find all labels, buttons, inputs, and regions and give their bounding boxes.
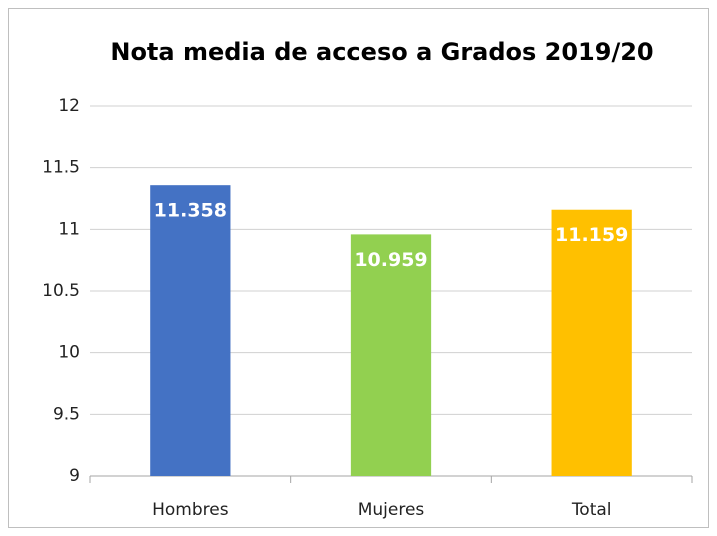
bar [150, 185, 231, 476]
data-label: 10.959 [354, 249, 427, 271]
y-tick-label: 10 [58, 343, 80, 363]
x-tick-label: Hombres [152, 500, 229, 520]
y-tick-label: 9 [69, 466, 80, 486]
data-label: 11.159 [555, 224, 628, 246]
data-label: 11.358 [154, 200, 227, 222]
x-tick-label: Total [571, 500, 612, 520]
bar [350, 234, 432, 476]
y-tick-label: 12 [58, 96, 80, 116]
chart-title: Nota media de acceso a Grados 2019/20 [110, 38, 653, 66]
x-tick-label: Mujeres [358, 500, 425, 520]
y-tick-label: 11.5 [42, 158, 80, 178]
bar [551, 209, 632, 476]
y-tick-label: 9.5 [53, 404, 80, 424]
y-tick-label: 10.5 [42, 281, 80, 301]
y-tick-label: 11 [58, 219, 80, 239]
